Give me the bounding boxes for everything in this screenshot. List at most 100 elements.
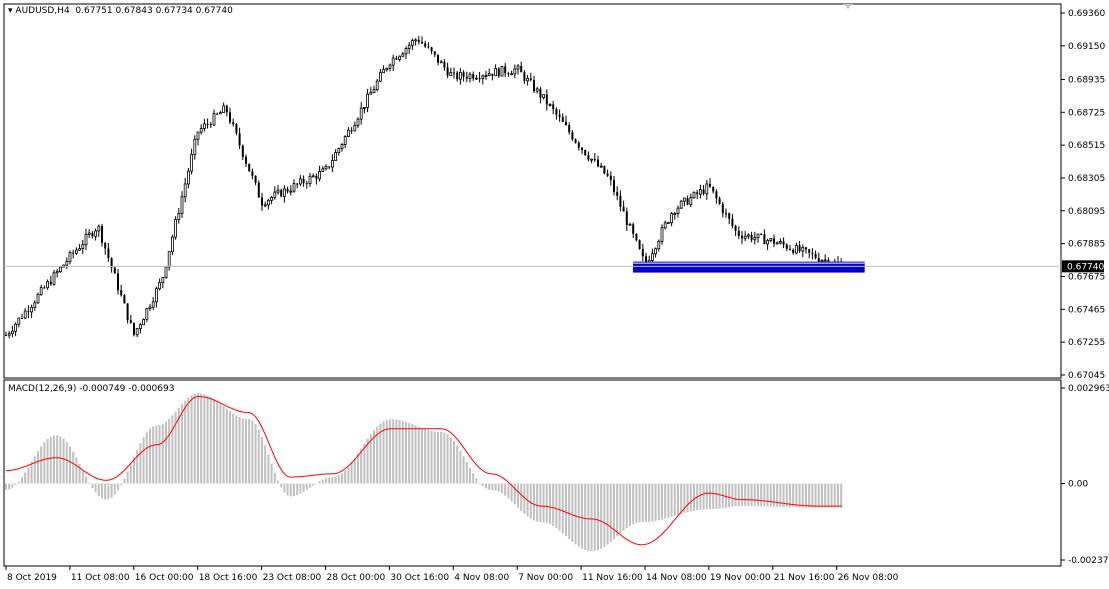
candle-body-down bbox=[216, 113, 219, 115]
macd-bar bbox=[456, 445, 459, 484]
candle-body-up bbox=[699, 189, 702, 195]
macd-bar bbox=[830, 483, 833, 508]
price-tick-label: 0.68515 bbox=[1068, 141, 1105, 151]
candle-body-up bbox=[138, 324, 142, 329]
macd-bar bbox=[734, 483, 737, 507]
support-zone-layer bbox=[633, 261, 865, 273]
candle-body-up bbox=[353, 125, 357, 132]
macd-bar bbox=[769, 483, 772, 507]
candle-body-down bbox=[725, 213, 727, 215]
candle-body-up bbox=[535, 88, 539, 92]
candle-body-down bbox=[782, 241, 785, 245]
macd-bar bbox=[123, 478, 126, 484]
macd-bar bbox=[296, 483, 299, 496]
candle-body-up bbox=[145, 308, 149, 320]
candle-body-up bbox=[298, 178, 302, 185]
candle-body-down bbox=[129, 320, 132, 323]
macd-bar bbox=[158, 425, 161, 484]
candle-body-down bbox=[571, 132, 574, 140]
candle-body-down bbox=[238, 133, 241, 146]
macd-bar bbox=[654, 483, 657, 521]
macd-header: MACD(12,26,9) -0.000749 -0.000693 bbox=[8, 384, 174, 394]
macd-bar bbox=[811, 483, 814, 508]
candle-body-down bbox=[446, 67, 449, 76]
macd-bar bbox=[529, 483, 532, 519]
shift-marker-icon bbox=[843, 4, 853, 9]
time-tick-label: 26 Nov 08:00 bbox=[838, 573, 899, 583]
macd-bar bbox=[443, 432, 446, 484]
macd-bar bbox=[261, 436, 263, 484]
candle-body-down bbox=[491, 73, 494, 76]
candle-body-up bbox=[458, 72, 462, 80]
candle-body-down bbox=[609, 175, 612, 181]
candle-body-down bbox=[568, 125, 571, 133]
macd-bar bbox=[353, 458, 356, 484]
macd-bar bbox=[549, 483, 551, 525]
price-tick-label: 0.68095 bbox=[1068, 207, 1105, 217]
candle-body-up bbox=[36, 293, 40, 304]
candle-body-up bbox=[167, 251, 171, 268]
candle-body-up bbox=[651, 253, 654, 261]
macd-bar bbox=[821, 483, 823, 508]
macd-bar bbox=[661, 483, 663, 520]
dropdown-triangle-icon[interactable]: ▾ bbox=[8, 6, 13, 16]
macd-bar bbox=[523, 483, 526, 514]
price-pane-border bbox=[3, 3, 1062, 379]
candle-body-up bbox=[183, 183, 187, 198]
candle-body-down bbox=[462, 72, 465, 77]
candle-body-down bbox=[245, 156, 247, 164]
macd-axis: 0.002963 0.00 -0.002373 bbox=[1061, 384, 1109, 566]
time-tick-label: 11 Nov 16:00 bbox=[582, 573, 643, 583]
macd-bar bbox=[840, 483, 843, 508]
macd-bar bbox=[590, 483, 593, 552]
candle-body-up bbox=[657, 240, 661, 250]
candle-body-up bbox=[779, 241, 782, 244]
macd-bar bbox=[574, 483, 577, 545]
macd-bar bbox=[347, 466, 350, 484]
candle-body-down bbox=[622, 206, 625, 212]
candle-body-down bbox=[619, 195, 622, 207]
time-tick-label: 7 Nov 00:00 bbox=[518, 573, 573, 583]
macd-bar bbox=[5, 483, 7, 490]
candle-body-up bbox=[346, 129, 350, 137]
candle-body-down bbox=[315, 175, 318, 179]
candle-body-down bbox=[27, 311, 30, 313]
macd-histogram bbox=[5, 393, 843, 552]
macd-bar bbox=[197, 393, 199, 484]
candle-body-up bbox=[282, 188, 286, 197]
candle-body-down bbox=[728, 213, 731, 219]
candle-body-up bbox=[683, 197, 686, 202]
macd-bar bbox=[673, 483, 676, 516]
macd-bar bbox=[565, 483, 567, 537]
macd-bar bbox=[254, 424, 257, 484]
candle-body-down bbox=[763, 234, 766, 245]
candle-body-down bbox=[328, 166, 331, 168]
macd-bar bbox=[75, 457, 78, 484]
candle-body-up bbox=[199, 127, 203, 133]
macd-bar bbox=[302, 483, 305, 493]
candle-body-down bbox=[811, 252, 814, 254]
macd-bar bbox=[718, 483, 721, 509]
price-tick-label: 0.67885 bbox=[1068, 240, 1105, 250]
candle-body-up bbox=[218, 112, 222, 115]
candle-body-up bbox=[30, 306, 34, 313]
macd-bar bbox=[491, 483, 494, 490]
macd-bar bbox=[677, 483, 679, 515]
candle-body-down bbox=[561, 117, 564, 122]
macd-bar bbox=[747, 483, 750, 507]
macd-bar bbox=[177, 407, 180, 484]
candle-body-up bbox=[494, 68, 498, 77]
candle-body-down bbox=[209, 124, 212, 126]
macd-bar bbox=[536, 483, 539, 522]
macd-bar bbox=[78, 463, 81, 484]
candle-body-up bbox=[753, 237, 757, 241]
candle-body-up bbox=[17, 317, 21, 325]
macd-bar bbox=[293, 483, 295, 497]
macd-bar bbox=[757, 483, 759, 507]
candle-body-down bbox=[555, 109, 558, 115]
macd-bar bbox=[459, 450, 462, 484]
macd-bar bbox=[421, 427, 423, 484]
candle-body-up bbox=[542, 94, 545, 98]
macd-bar bbox=[645, 483, 647, 523]
